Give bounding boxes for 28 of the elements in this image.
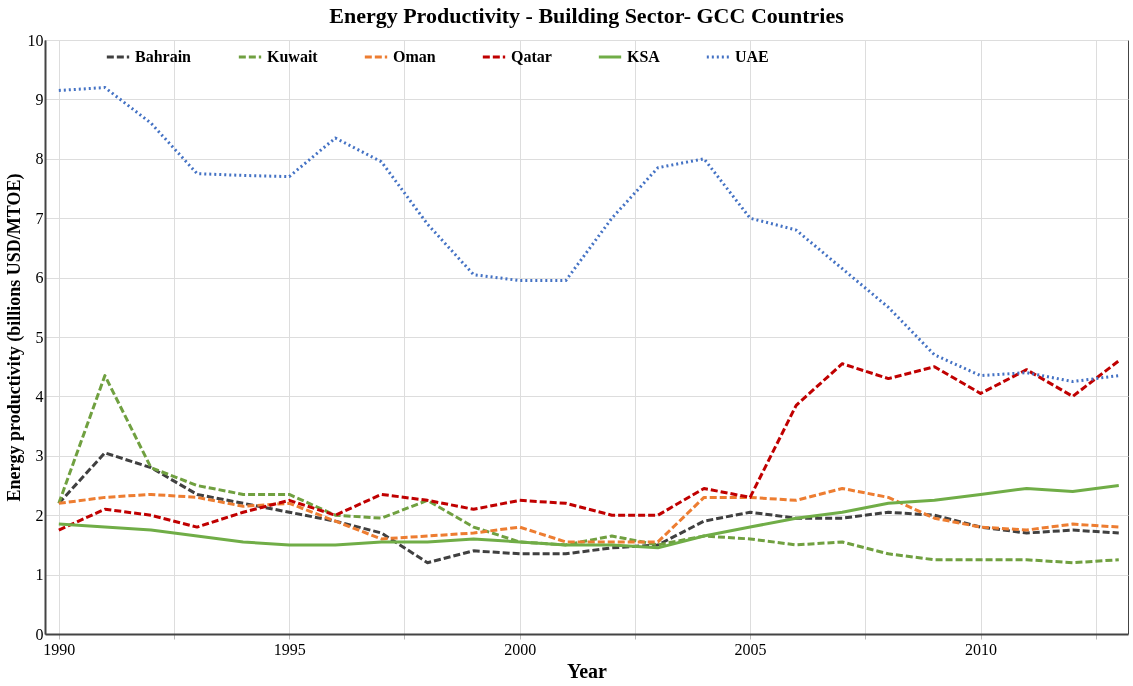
x-tick-label: 1990 xyxy=(43,640,76,658)
legend-label: Qatar xyxy=(511,48,552,65)
legend-label: UAE xyxy=(735,48,769,65)
y-tick-label: 2 xyxy=(35,506,44,524)
legend-label: KSA xyxy=(627,48,661,65)
y-tick-label: 6 xyxy=(35,269,44,287)
legend-label: Kuwait xyxy=(267,48,319,65)
y-tick-label: 5 xyxy=(35,328,44,346)
line-series xyxy=(57,359,1121,532)
line-series xyxy=(57,374,1121,565)
y-tick-label: 1 xyxy=(35,566,44,584)
x-axis-title: Year xyxy=(567,659,608,682)
y-tick-label: 0 xyxy=(35,625,44,643)
x-tick-label: 1995 xyxy=(273,640,306,658)
y-tick-label: 7 xyxy=(35,209,44,227)
y-tick-label: 4 xyxy=(35,387,44,405)
y-tick-label: 9 xyxy=(35,90,44,108)
x-tick-label: 2000 xyxy=(504,640,537,658)
y-tick-label: 8 xyxy=(35,150,44,168)
y-tick-label: 3 xyxy=(35,447,44,465)
line-series xyxy=(57,86,1121,384)
x-tick-label: 2010 xyxy=(965,640,998,658)
x-tick-label: 2005 xyxy=(734,640,767,658)
chart-title: Energy Productivity - Building Sector- GCC Countries xyxy=(329,3,845,28)
y-axis-title: Energy productivity (billions USD/MTOE) xyxy=(3,173,25,502)
y-tick-label: 10 xyxy=(27,31,44,49)
legend-label: Oman xyxy=(393,48,436,65)
legend-label: Bahrain xyxy=(135,48,192,65)
